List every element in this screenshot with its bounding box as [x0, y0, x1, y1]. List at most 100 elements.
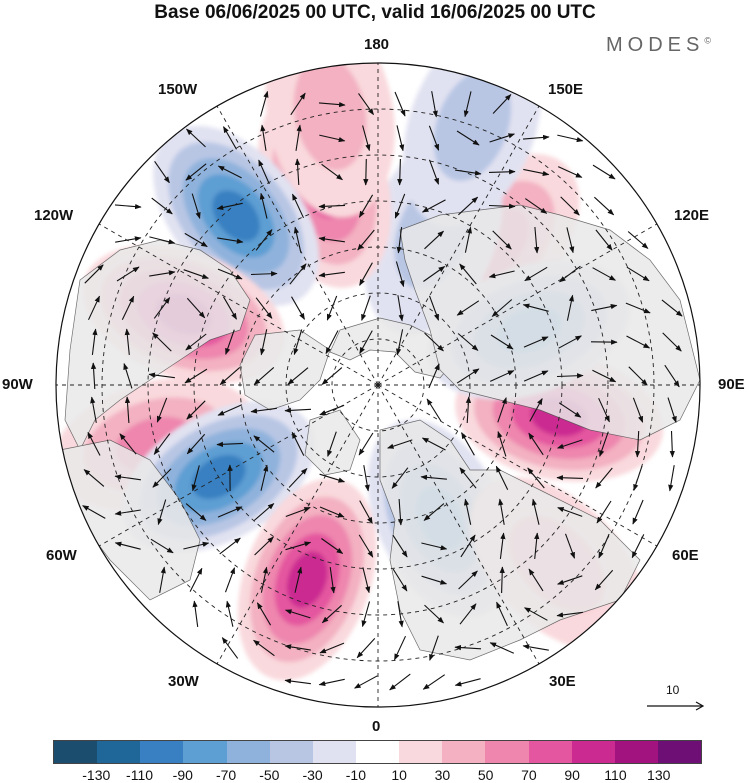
wind-arrow: [459, 263, 477, 285]
wind-arrow: [327, 431, 337, 457]
reference-vector: 10: [645, 683, 707, 713]
wind-arrow: [496, 601, 508, 627]
wind-arrow: [558, 402, 582, 418]
brand-text: MODES: [606, 34, 705, 56]
wind-arrow: [490, 334, 514, 350]
wind-arrow: [258, 159, 270, 185]
wind-arrow: [123, 362, 133, 389]
wind-arrow: [183, 541, 210, 550]
wind-arrow: [325, 330, 339, 355]
wind-arrow: [256, 602, 272, 626]
wind-arrow: [397, 295, 404, 322]
wind-arrow: [224, 567, 236, 593]
wind-arrow: [260, 464, 269, 491]
wind-arrow: [221, 637, 239, 659]
wind-arrow: [557, 134, 584, 143]
wind-arrow: [524, 198, 548, 214]
wind-arrow: [91, 328, 98, 355]
wind-arrow: [392, 534, 408, 558]
lon-label-120e: 120E: [674, 207, 710, 224]
wind-arrow: [293, 226, 302, 253]
wind-arrow: [566, 227, 575, 254]
wind-arrow: [150, 538, 174, 554]
wind-arrow: [326, 295, 338, 321]
wind-arrow: [428, 295, 440, 321]
wind-arrow: [185, 163, 207, 181]
wind-arrow: [259, 329, 268, 356]
wind-arrow: [426, 398, 442, 422]
wind-arrow: [387, 439, 413, 449]
wind-arrow: [285, 506, 311, 518]
wind-arrow: [84, 264, 104, 284]
wind-arrow: [634, 430, 641, 458]
wind-arrow: [321, 604, 342, 624]
wind-arrow: [250, 407, 277, 414]
wind-arrow: [394, 635, 406, 661]
wind-arrow: [284, 678, 311, 685]
wind-arrow: [157, 499, 167, 526]
wind-arrow: [595, 467, 613, 489]
colorbar-ticks: -130 -110 -90 -70 -50 -30 -10 10 30 50 70 90 110 130: [53, 767, 702, 783]
wind-arrow: [463, 498, 472, 525]
wind-arrow: [223, 296, 237, 320]
wind-arrow: [523, 370, 549, 382]
map-disc: [56, 63, 700, 707]
wind-arrow: [124, 396, 131, 424]
wind-arrow: [495, 465, 509, 490]
wind-arrow: [321, 367, 343, 385]
wind-arrow: [319, 506, 345, 518]
colorbar-tick-label: 70: [521, 767, 537, 783]
wind-arrow: [217, 506, 243, 518]
wind-arrow: [363, 158, 369, 186]
wind-arrow: [358, 194, 374, 218]
map-title: Base 06/06/2025 00 UTC, valid 16/06/2025…: [154, 2, 596, 23]
wind-arrow: [319, 642, 345, 654]
lon-label-30e: 30E: [549, 673, 576, 690]
colorbar-swatch: [97, 741, 141, 763]
wind-arrow: [357, 229, 375, 251]
wind-arrow: [114, 509, 141, 516]
colorbar-swatch: [442, 741, 486, 763]
wind-arrow: [631, 534, 645, 559]
wind-arrow: [497, 430, 507, 457]
colorbar-swatch: [485, 741, 529, 763]
wind-arrow: [456, 368, 480, 384]
wind-arrow: [533, 226, 540, 254]
colorbar-tick-label: -50: [259, 767, 280, 783]
wind-arrow: [184, 368, 208, 384]
wind-arrow: [423, 503, 445, 521]
lon-label-150e: 150E: [548, 81, 584, 98]
lon-label-180: 180: [364, 36, 390, 53]
wind-arrow: [556, 611, 583, 618]
wind-arrow: [557, 575, 583, 585]
latitude-circle: [147, 154, 609, 616]
wind-arrow: [284, 609, 311, 619]
wind-arrow: [253, 435, 275, 453]
graticule: [56, 63, 700, 707]
wind-arrow: [556, 475, 584, 481]
colorbar-tick-label: 10: [391, 767, 407, 783]
wind-arrow: [284, 407, 312, 414]
meridian-line: [377, 384, 540, 665]
wind-arrow: [394, 193, 406, 219]
wind-arrow: [216, 441, 244, 447]
wind-arrow: [592, 369, 617, 383]
wind-arrow: [527, 467, 545, 489]
wind-arrow: [318, 101, 346, 108]
wind-arrow: [183, 269, 209, 279]
lon-label-60e: 60E: [672, 547, 699, 564]
wind-arrow: [186, 433, 206, 455]
wind-arrow: [497, 397, 507, 423]
colorbar-tick-label: -130: [82, 767, 111, 783]
wind-arrow: [259, 192, 268, 219]
wind-arrow: [358, 432, 374, 456]
wind-arrow: [524, 607, 548, 621]
wind-arrow: [428, 159, 440, 185]
colorbar-tick-label: -90: [172, 767, 193, 783]
lon-label-60w: 60W: [46, 547, 77, 564]
anomaly-contour: [433, 70, 512, 181]
wind-arrow: [396, 125, 405, 152]
wind-arrow: [455, 169, 482, 176]
wind-arrow: [362, 567, 371, 594]
wind-arrow: [522, 644, 549, 651]
